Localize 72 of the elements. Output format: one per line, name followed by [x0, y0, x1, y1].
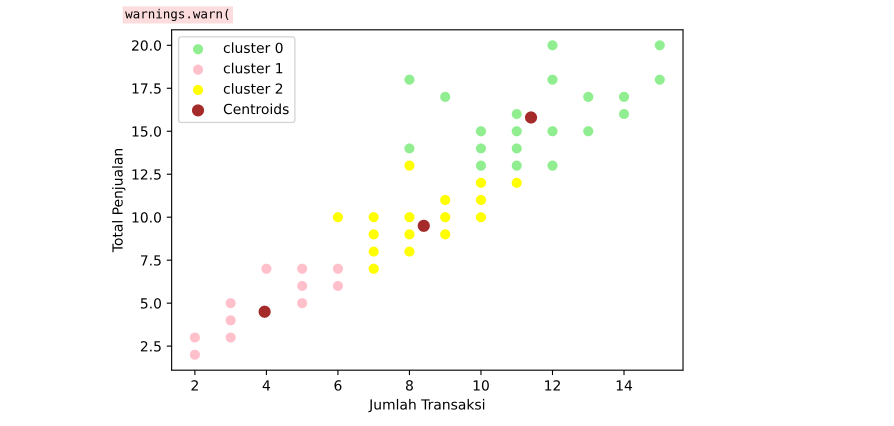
- y-tick-label: 5.0: [140, 298, 162, 309]
- y-tick-label: 20.0: [132, 40, 162, 51]
- point: [512, 160, 522, 171]
- point: [297, 280, 308, 292]
- point: [418, 220, 430, 232]
- x-tick-label: 2: [191, 380, 198, 390]
- point: [297, 298, 308, 308]
- point: [476, 143, 486, 154]
- y-tick-label: 15.0: [132, 126, 162, 137]
- text: warnings.warn(: [125, 8, 228, 21]
- point: [547, 126, 558, 136]
- point: [258, 306, 271, 318]
- y-axis-title: Total Penjualan: [112, 148, 126, 252]
- point: [332, 264, 344, 274]
- point: [476, 126, 486, 136]
- y-tick-label: 2.5: [140, 341, 161, 352]
- point: [654, 74, 665, 85]
- point: [368, 229, 379, 240]
- point: [332, 212, 344, 222]
- legend-label: cluster 0: [224, 42, 283, 54]
- point: [404, 246, 415, 257]
- legend-label: cluster 1: [224, 62, 282, 74]
- point: [226, 315, 236, 326]
- point: [512, 126, 522, 136]
- point: [512, 108, 522, 120]
- point: [547, 40, 558, 50]
- point: [261, 264, 272, 274]
- point: [368, 212, 379, 222]
- x-tick-label: 6: [334, 380, 342, 391]
- x-tick-label: 10: [474, 380, 489, 391]
- point: [404, 160, 415, 171]
- y-tick-label: 10.0: [132, 212, 162, 223]
- x-tick-label: 4: [262, 380, 270, 390]
- point: [190, 350, 200, 360]
- legend-label: cluster 2: [224, 83, 282, 94]
- point: [476, 178, 486, 188]
- point: [654, 40, 665, 50]
- x-tick-label: 8: [406, 380, 413, 391]
- point: [440, 229, 450, 240]
- point: [404, 143, 415, 154]
- point: [440, 194, 450, 206]
- point: [476, 194, 486, 206]
- point: [618, 92, 630, 102]
- point: [368, 264, 379, 274]
- point: [547, 74, 558, 85]
- legend-label: Centroids: [224, 103, 289, 114]
- point: [512, 178, 522, 188]
- point: [332, 280, 344, 292]
- point: [583, 92, 594, 102]
- y-tick-label: 17.5: [132, 83, 161, 94]
- x-tick-label: 12: [545, 380, 560, 390]
- point: [547, 160, 558, 171]
- point: [404, 212, 415, 222]
- point: [618, 108, 630, 120]
- point: [476, 212, 486, 222]
- y-tick-label: 7.5: [140, 255, 161, 266]
- point: [226, 332, 236, 343]
- point: [512, 143, 522, 154]
- point: [226, 298, 236, 308]
- point: [368, 246, 379, 257]
- point: [476, 160, 486, 171]
- point: [190, 332, 200, 343]
- point: [404, 74, 415, 85]
- point: [440, 212, 450, 222]
- y-tick-label: 12.5: [132, 169, 161, 180]
- point: [440, 92, 450, 102]
- x-axis-title: Jumlah Transaksi: [368, 398, 484, 412]
- point: [583, 126, 594, 136]
- x-tick-label: 14: [616, 380, 632, 390]
- point: [297, 264, 308, 274]
- point: [404, 229, 415, 240]
- point: [524, 111, 538, 124]
